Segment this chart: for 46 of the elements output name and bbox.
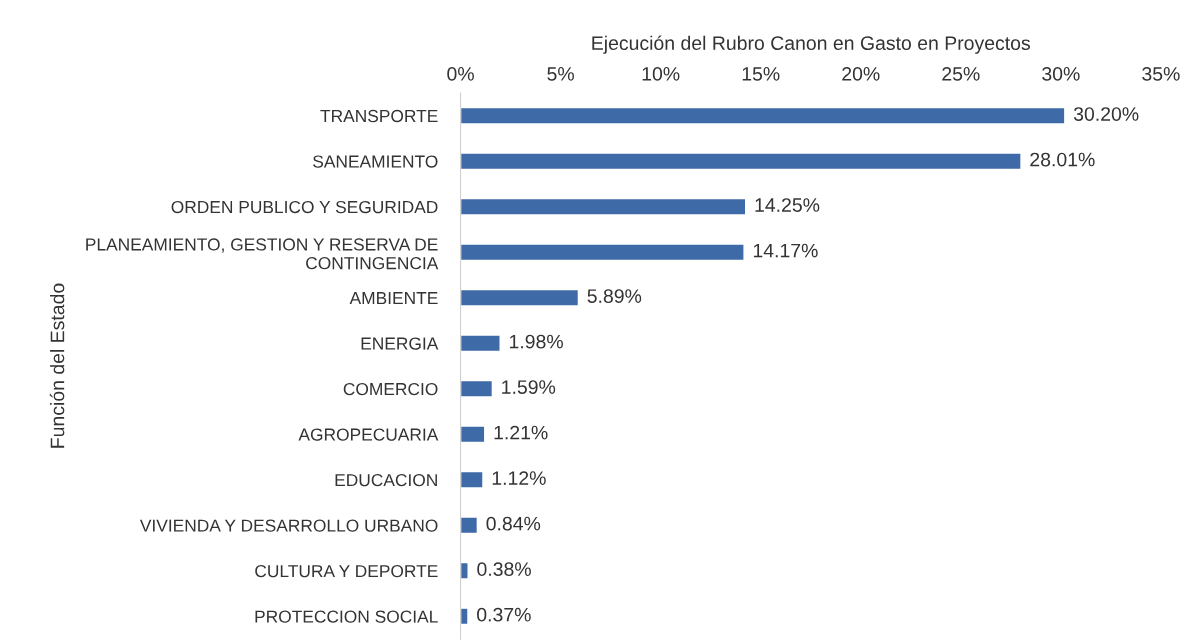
y-tick-label: AMBIENTE <box>349 292 438 305</box>
bar <box>460 516 479 535</box>
data-label: 5.89% <box>587 289 642 303</box>
y-tick-label: EDUCACION <box>335 473 437 487</box>
data-label: 1.59% <box>502 380 556 394</box>
x-axis-title: Ejecución del Rubro Canon en Gasto en Proyectos <box>592 35 1030 54</box>
x-tick-label: 25% <box>942 67 980 81</box>
y-tick-label: TRANSPORTE <box>320 109 438 123</box>
bar <box>460 243 745 262</box>
data-label: 28.01% <box>1030 152 1095 167</box>
x-tick-label: 5% <box>547 67 574 81</box>
bar <box>460 152 1022 171</box>
bar <box>460 470 484 489</box>
y-tick-label: CULTURA Y DEPORTE <box>255 564 438 578</box>
data-label: 1.98% <box>509 334 563 349</box>
x-tick-label: 20% <box>842 67 880 81</box>
data-label: 30.20% <box>1073 107 1139 121</box>
x-tick-label: 0% <box>447 67 474 81</box>
bar <box>460 197 747 216</box>
data-label: 0.38% <box>477 562 531 577</box>
y-tick-label: COMERCIO <box>343 382 438 396</box>
x-tick-label: 35% <box>1142 67 1180 81</box>
data-label: 14.17% <box>753 243 818 258</box>
bar <box>460 425 486 444</box>
y-tick-label: VIVIENDA Y DESARROLLO URBANO <box>139 519 438 532</box>
data-label: 14.25% <box>755 198 820 212</box>
y-tick-label: AGROPECUARIA <box>298 428 439 441</box>
y-tick-label: ENERGIA <box>361 337 439 350</box>
x-tick-label: 10% <box>642 67 680 81</box>
bar <box>460 379 494 398</box>
bar <box>460 607 469 626</box>
y-axis-title: Función del Estado <box>49 283 65 448</box>
bar <box>460 334 501 353</box>
y-tick-label: PLANEAMIENTO, GESTION Y RESERVA DE CONTINGENCIA <box>86 238 439 270</box>
data-label: 0.37% <box>477 607 531 622</box>
data-label: 1.12% <box>492 471 546 485</box>
y-tick-label: ORDEN PUBLICO Y SEGURIDAD <box>171 200 438 214</box>
y-tick-label: PROTECCION SOCIAL <box>255 610 438 623</box>
x-tick-label: 30% <box>1042 67 1080 81</box>
bar <box>460 106 1066 125</box>
y-tick-label: SANEAMIENTO <box>313 155 438 168</box>
data-label: 1.21% <box>494 425 548 440</box>
bar <box>460 561 469 580</box>
bar <box>460 288 580 307</box>
data-label: 0.84% <box>486 516 541 531</box>
x-tick-label: 15% <box>742 67 780 81</box>
